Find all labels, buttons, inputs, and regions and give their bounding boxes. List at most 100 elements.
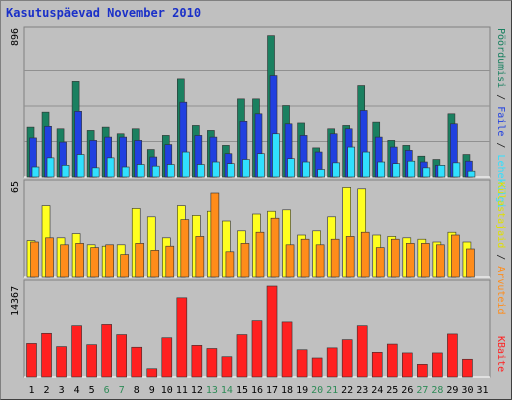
bar-files-day-12 [197, 164, 205, 178]
bar-kbytes-day-17 [266, 285, 278, 378]
bar-files-day-28 [437, 165, 446, 178]
bar-hosts-day-16 [255, 231, 265, 278]
x-tick-label-30: 30 [461, 385, 473, 396]
bar-hosts-day-9 [150, 250, 160, 278]
bar-files-day-19 [302, 161, 310, 178]
bar-hosts-day-11 [180, 219, 190, 278]
bar-hosts-day-20 [315, 244, 325, 278]
bar-kbytes-day-20 [311, 357, 323, 378]
x-tick-label-4: 4 [74, 385, 80, 396]
bar-hosts-day-29 [451, 234, 460, 278]
bar-files-day-7 [121, 166, 130, 178]
x-tick-label-18: 18 [281, 385, 293, 396]
x-tick-label-19: 19 [296, 385, 308, 396]
bar-hosts-day-3 [60, 244, 69, 278]
bar-files-day-8 [136, 164, 145, 178]
legend-hosts: Arvuteid [495, 266, 506, 315]
bar-kbytes-day-29 [447, 333, 458, 378]
x-tick-label-3: 3 [59, 385, 65, 396]
chart-title: Kasutuspäevad November 2010 [6, 6, 202, 20]
bar-hosts-day-4 [75, 243, 84, 278]
bar-files-day-1 [31, 166, 40, 178]
bar-hosts-day-26 [406, 243, 415, 278]
middle-ymax-label: 65 [10, 180, 21, 193]
legend-kbytes: KBaite [495, 336, 506, 373]
bar-kbytes-day-15 [236, 334, 248, 378]
bar-hosts-day-12 [195, 236, 205, 278]
x-tick-label-28: 28 [431, 385, 443, 396]
legend-visitors: Külastajaid [495, 182, 506, 249]
bar-files-day-2 [46, 157, 55, 178]
x-tick-label-11: 11 [176, 385, 188, 396]
bar-files-day-29 [452, 162, 461, 178]
bar-files-day-11 [182, 151, 190, 178]
chart-bars [26, 35, 476, 378]
x-tick-label-15: 15 [236, 385, 248, 396]
x-tick-label-29: 29 [446, 385, 458, 396]
bar-kbytes-day-18 [281, 321, 293, 378]
x-tick-label-25: 25 [386, 385, 398, 396]
legend-visits: Pöördumisi [495, 28, 506, 89]
bottom-legend: KBaite [495, 336, 506, 372]
bar-files-day-23 [362, 151, 371, 178]
bar-kbytes-day-2 [41, 332, 52, 378]
x-tick-label-2: 2 [44, 385, 50, 396]
bar-hosts-day-8 [135, 243, 145, 278]
bar-files-day-4 [76, 154, 85, 178]
bar-files-day-25 [392, 163, 401, 178]
bar-hosts-day-24 [375, 247, 385, 278]
x-axis-labels: 1 2 3 4 5 6 7 8 9 10 11 12 13 14 15 16 17 18 19 20 21 22 23 24 2… [29, 385, 489, 396]
x-tick-label-6: 6 [104, 385, 110, 396]
bar-kbytes-day-27 [417, 364, 428, 378]
x-tick-label-14: 14 [221, 385, 233, 396]
bar-hosts-day-17 [270, 217, 280, 278]
bar-hosts-day-19 [300, 238, 310, 278]
bar-files-day-6 [106, 157, 115, 178]
bar-hosts-day-22 [345, 236, 355, 278]
bar-hosts-day-18 [285, 244, 295, 278]
x-tick-label-26: 26 [401, 385, 413, 396]
x-tick-label-13: 13 [206, 385, 218, 396]
bar-kbytes-day-22 [341, 339, 353, 378]
bar-kbytes-day-30 [462, 358, 473, 378]
bar-hosts-day-23 [360, 231, 370, 278]
x-tick-label-20: 20 [311, 385, 323, 396]
x-tick-label-12: 12 [191, 385, 203, 396]
bar-kbytes-day-10 [161, 337, 173, 378]
x-tick-label-1: 1 [29, 385, 35, 396]
bar-kbytes-day-11 [176, 297, 188, 378]
bar-files-day-27 [422, 167, 431, 178]
bar-files-day-13 [212, 161, 220, 178]
x-tick-label-24: 24 [371, 385, 383, 396]
bar-hosts-day-30 [466, 248, 475, 278]
bar-hosts-day-6 [105, 244, 114, 278]
x-tick-label-21: 21 [326, 385, 338, 396]
bar-files-day-16 [257, 153, 265, 178]
bottom-ymax-label: 14367 [10, 285, 21, 316]
bar-hosts-day-27 [421, 243, 430, 278]
legend-files: Faile [495, 106, 506, 137]
bar-files-day-5 [91, 167, 100, 178]
bar-kbytes-day-14 [221, 356, 233, 378]
bar-kbytes-day-26 [402, 352, 413, 378]
bar-hosts-day-25 [390, 238, 400, 278]
bar-kbytes-day-7 [116, 334, 127, 378]
bar-files-day-10 [166, 164, 175, 178]
x-tick-label-31: 31 [476, 385, 488, 396]
bar-kbytes-day-24 [371, 351, 383, 378]
bar-kbytes-day-4 [71, 325, 82, 378]
bar-files-day-9 [151, 165, 160, 178]
bar-files-day-3 [61, 165, 70, 178]
bar-hosts-day-10 [165, 245, 175, 278]
bar-kbytes-day-23 [356, 325, 368, 378]
bar-kbytes-day-16 [251, 320, 263, 378]
x-tick-label-22: 22 [341, 385, 353, 396]
bar-kbytes-day-1 [26, 343, 37, 378]
bar-hosts-day-28 [436, 244, 445, 278]
bar-kbytes-day-5 [86, 344, 97, 378]
bar-hosts-day-1 [30, 241, 39, 278]
x-tick-label-10: 10 [161, 385, 173, 396]
x-tick-label-27: 27 [416, 385, 428, 396]
bar-hosts-day-15 [240, 243, 250, 278]
